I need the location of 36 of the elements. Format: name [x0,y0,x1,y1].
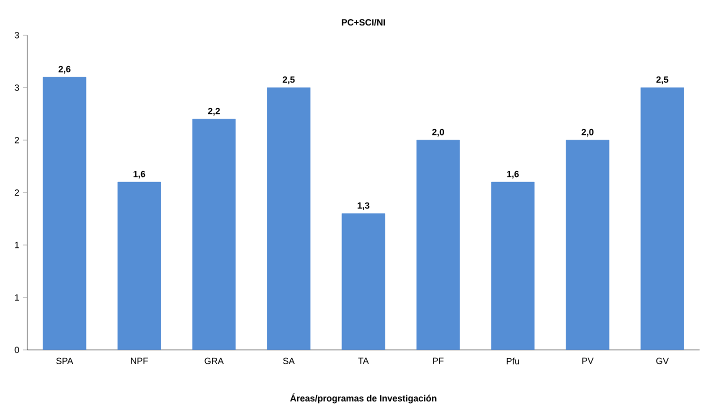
y-tick-label: 1 [15,294,19,301]
y-tick-label: 2 [14,136,19,144]
y-tick-label: 3 [14,84,19,91]
y-tick-label: 1 [15,242,19,248]
bar [192,118,236,350]
chart-title: PC+SCI/NI [342,18,385,26]
x-tick-label: SPA [56,358,74,364]
data-label: 1,3 [358,202,370,210]
x-tick-label: Pfu [506,358,520,364]
y-tick-label: 3 [14,32,19,38]
bar [491,182,535,350]
bar [566,140,610,350]
data-label: 2,6 [58,66,70,74]
bar [342,213,386,350]
x-tick-label: GV [656,358,669,364]
x-axis-title: Áreas/programas de Investigación [290,393,436,404]
bar [42,76,86,350]
data-label: 2,5 [282,76,295,84]
bar [118,182,161,350]
data-label: 2,2 [208,108,220,116]
bar [416,140,460,350]
x-tick-label: PF [433,358,444,364]
y-tick-label: 0 [14,346,20,354]
data-label: 2,5 [656,76,668,84]
y-tick-label: 2 [14,189,19,196]
bar [640,87,684,350]
x-tick-label: SA [283,358,295,364]
data-label: 2,0 [432,128,444,137]
data-label: 1,6 [134,170,146,178]
data-label: 2,0 [582,128,594,137]
x-tick-label: GRA [204,358,224,364]
x-tick-label: PV [582,358,594,364]
data-label: 1,6 [507,170,519,178]
x-tick-label: NPF [131,358,148,364]
x-tick-label: TA [358,358,369,364]
bar [267,87,310,350]
